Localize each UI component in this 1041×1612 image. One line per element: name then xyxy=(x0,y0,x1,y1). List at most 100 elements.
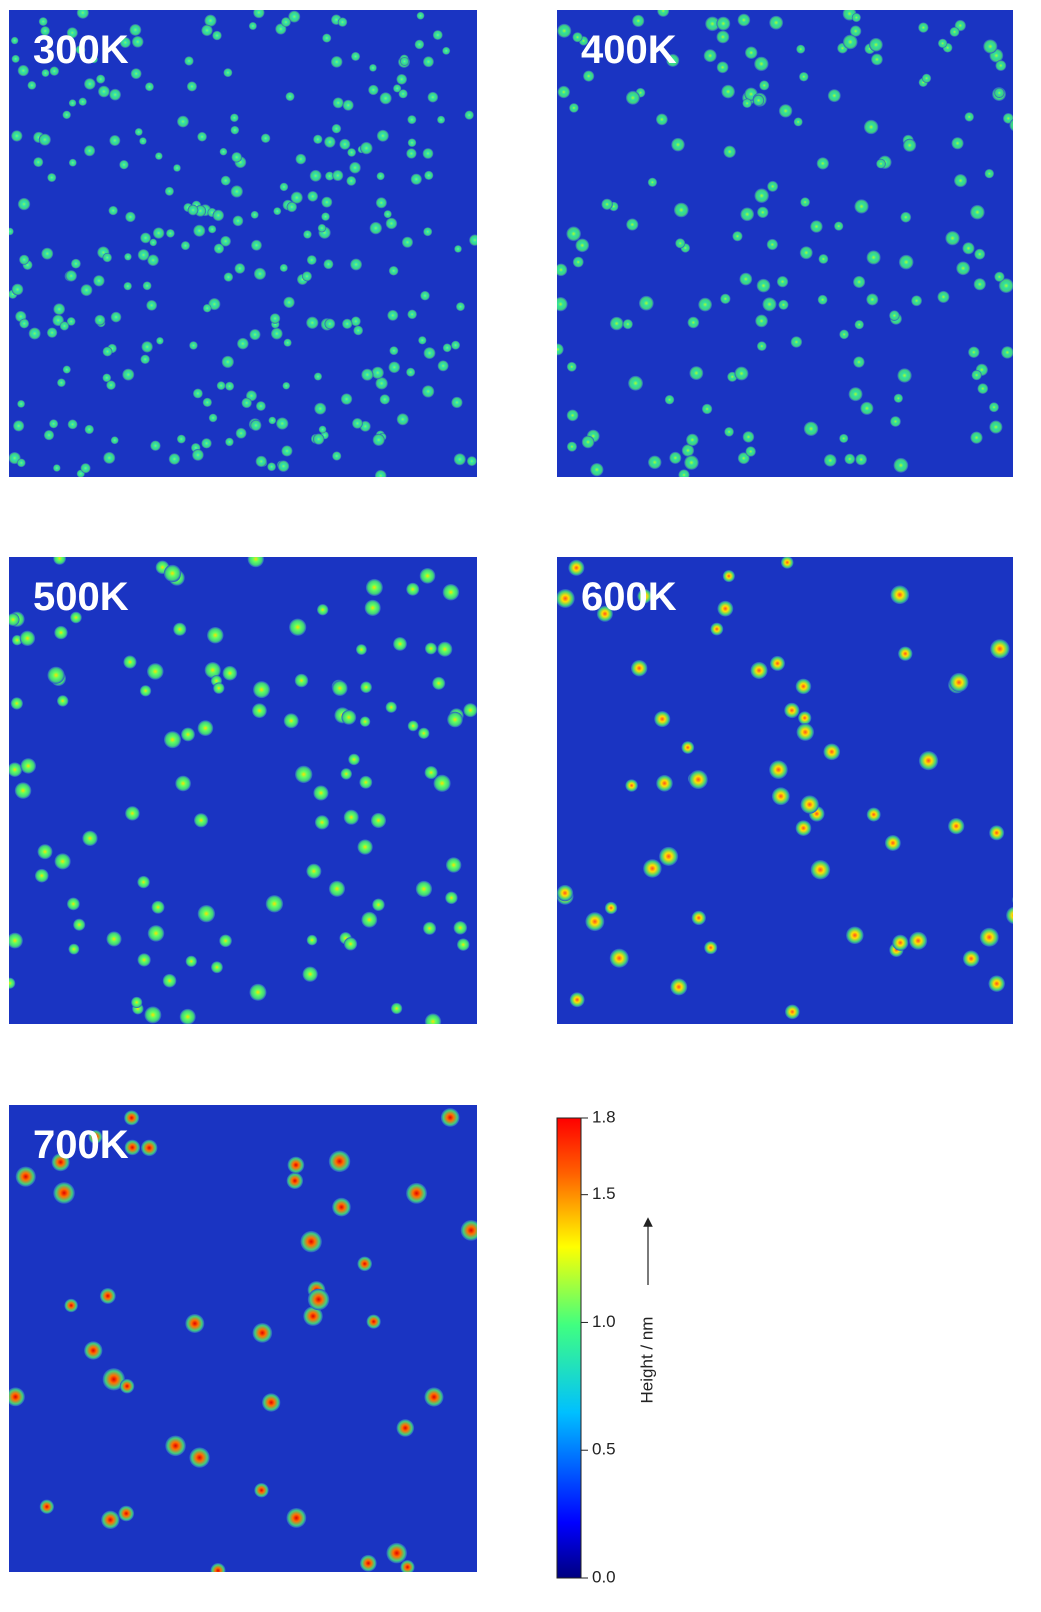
particle xyxy=(416,881,432,897)
particle xyxy=(84,78,96,90)
particle xyxy=(108,206,117,215)
particle xyxy=(834,221,843,230)
particle xyxy=(233,215,244,226)
tick-label: 0.0 xyxy=(592,1567,616,1586)
particle xyxy=(770,656,785,671)
particle xyxy=(302,271,312,281)
particle xyxy=(745,446,755,456)
particle xyxy=(253,7,264,18)
particle xyxy=(425,1013,441,1029)
particle xyxy=(657,5,669,17)
particle xyxy=(762,297,776,311)
particle xyxy=(723,570,735,582)
particle xyxy=(266,895,283,912)
particle xyxy=(757,341,767,351)
particle xyxy=(451,397,462,408)
particle xyxy=(209,414,218,423)
particle xyxy=(348,754,360,766)
particle xyxy=(225,438,234,447)
particle xyxy=(188,205,199,216)
particle xyxy=(256,456,267,467)
particle xyxy=(16,1167,36,1187)
particle xyxy=(373,434,385,446)
particle xyxy=(446,857,462,873)
particle xyxy=(897,368,911,382)
particle xyxy=(828,89,841,102)
particle xyxy=(839,330,849,340)
particle xyxy=(217,381,226,390)
particle xyxy=(177,435,186,444)
particle xyxy=(371,813,386,828)
particle xyxy=(124,282,132,290)
particle xyxy=(211,961,223,973)
particle xyxy=(201,438,211,448)
particle xyxy=(393,637,407,651)
particle xyxy=(357,839,372,854)
particle xyxy=(965,112,974,121)
particle xyxy=(968,346,979,357)
particle xyxy=(250,420,261,431)
particle xyxy=(950,27,960,37)
particle xyxy=(918,22,928,32)
particle xyxy=(962,242,974,254)
particle xyxy=(165,1436,186,1457)
particle xyxy=(890,585,909,604)
particle xyxy=(949,673,968,692)
particle xyxy=(284,339,292,347)
particle xyxy=(367,1314,381,1328)
particle xyxy=(704,49,717,62)
particle xyxy=(138,249,150,261)
particle xyxy=(315,815,329,829)
particle xyxy=(396,1419,414,1437)
particle xyxy=(432,677,445,690)
particle xyxy=(852,13,861,22)
particle xyxy=(437,642,452,657)
colorbar: Height / nm 0.00.51.01.51.8 xyxy=(557,1107,656,1586)
particle xyxy=(800,795,818,813)
particle xyxy=(140,233,151,244)
particle xyxy=(96,75,105,84)
particle xyxy=(919,751,938,770)
particle xyxy=(341,768,352,779)
particle xyxy=(300,1231,321,1252)
particle xyxy=(674,203,689,218)
particle xyxy=(303,230,312,239)
particle xyxy=(669,452,681,464)
particle xyxy=(177,116,189,128)
particle xyxy=(148,925,165,942)
particle xyxy=(568,560,584,576)
particle xyxy=(723,146,735,158)
particle xyxy=(785,1004,800,1019)
particle xyxy=(295,766,312,783)
particle xyxy=(203,398,212,407)
particle xyxy=(557,24,571,38)
particle xyxy=(389,346,398,355)
particle xyxy=(156,337,164,345)
particle xyxy=(15,782,32,799)
particle xyxy=(798,711,811,724)
particle xyxy=(280,183,289,192)
particle xyxy=(17,400,25,408)
particle xyxy=(956,261,970,275)
particle xyxy=(143,281,152,290)
particle xyxy=(954,174,967,187)
particle xyxy=(854,199,868,213)
particle xyxy=(332,170,343,181)
particle xyxy=(553,297,567,311)
particle xyxy=(824,454,837,467)
particle xyxy=(411,174,422,185)
particle xyxy=(307,191,318,202)
particle xyxy=(62,111,71,120)
particle xyxy=(1018,369,1029,380)
particle xyxy=(451,341,460,350)
particle xyxy=(428,92,439,103)
particle xyxy=(387,310,398,321)
panel-label: 600K xyxy=(581,575,677,619)
particle xyxy=(302,966,317,981)
particle xyxy=(339,139,350,150)
particle xyxy=(55,853,71,869)
particle xyxy=(98,86,110,98)
particle xyxy=(210,1563,225,1578)
particle xyxy=(6,1387,25,1406)
particle xyxy=(6,228,14,236)
